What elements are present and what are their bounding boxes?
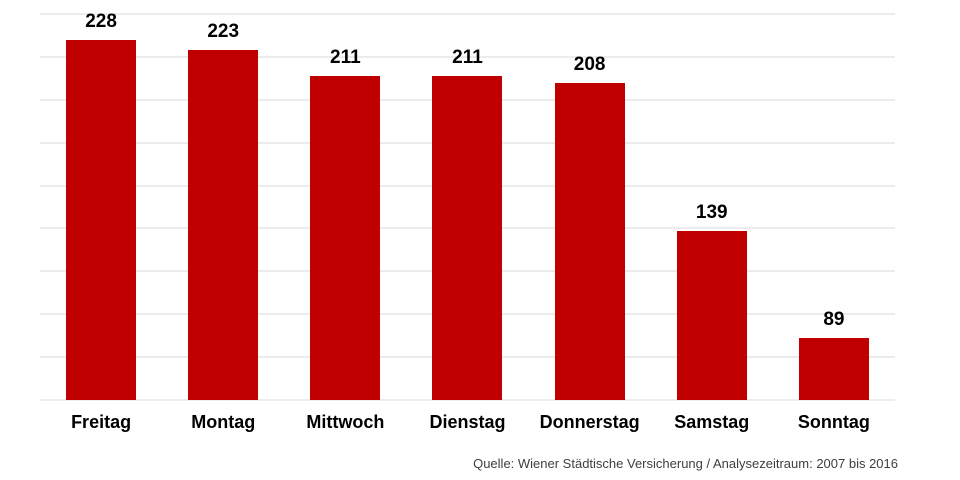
bar-montag — [188, 50, 259, 400]
x-axis-label-mittwoch: Mittwoch — [306, 412, 385, 432]
x-axis-label-montag: Montag — [191, 412, 256, 432]
x-axis-label-sonntag: Sonntag — [797, 412, 870, 432]
x-axis-label-samstag: Samstag — [674, 412, 750, 432]
x-axis-label-freitag: Freitag — [71, 412, 132, 432]
x-axis-label-donnerstag: Donnerstag — [539, 412, 640, 432]
value-label-dienstag: 211 — [452, 47, 483, 69]
value-label-montag: 223 — [207, 21, 240, 43]
value-label-mittwoch: 211 — [330, 47, 361, 69]
bar-slot-samstag: 139 — [651, 14, 773, 400]
bar-slot-donnerstag: 208 — [529, 14, 651, 400]
bar-slot-mittwoch: 211 — [284, 14, 406, 400]
value-label-sonntag: 89 — [823, 308, 845, 330]
bar-slot-dienstag: 211 — [406, 14, 528, 400]
value-label-samstag: 139 — [695, 201, 728, 223]
gridline — [40, 13, 895, 15]
value-label-freitag: 228 — [85, 10, 117, 32]
x-axis-labels: Freitag Montag Mittwoch Dienstag Donnerstag S… — [40, 400, 895, 442]
value-label-donnerstag: 208 — [573, 53, 606, 75]
plot-area: 228 223 211 211 208 139 89 — [40, 10, 895, 401]
bar-slot-freitag: 228 — [40, 10, 162, 400]
bar-sonntag — [798, 337, 869, 400]
bar-freitag — [66, 39, 137, 400]
source-note: Quelle: Wiener Städtische Versicherung /… — [473, 456, 898, 472]
bar-mittwoch — [310, 76, 381, 400]
gridline — [40, 56, 895, 58]
bar-slot-montag: 223 — [162, 14, 284, 400]
bar-dienstag — [432, 76, 503, 400]
bar-samstag — [676, 230, 747, 400]
bar-donnerstag — [554, 82, 625, 400]
gridline — [40, 399, 895, 401]
x-axis-label-dienstag: Dienstag — [429, 412, 506, 432]
bar-slot-sonntag: 89 — [773, 14, 895, 400]
